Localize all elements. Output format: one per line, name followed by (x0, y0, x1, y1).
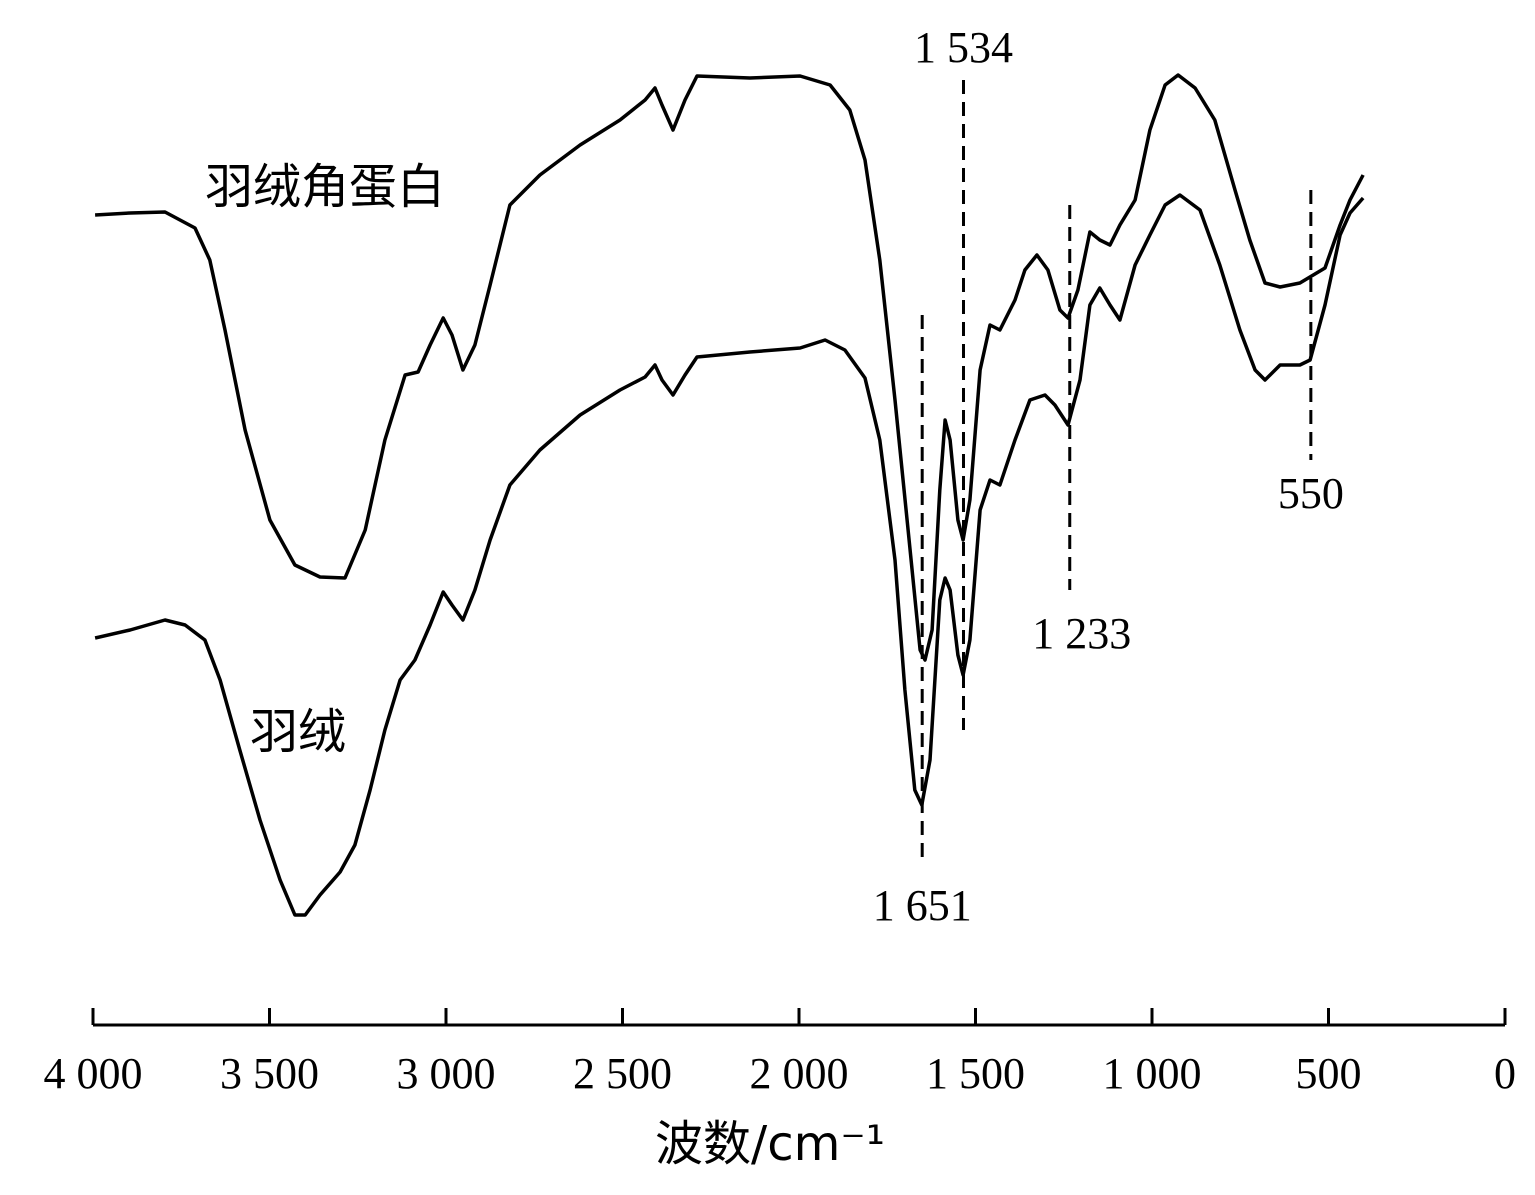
peak-label: 1 651 (873, 881, 972, 930)
series-label: 羽绒角蛋白 (205, 159, 445, 215)
peak-label: 550 (1278, 469, 1344, 518)
x-axis-label: 波数/cm⁻¹ (655, 1116, 885, 1172)
x-tick-label: 1 000 (1103, 1049, 1202, 1098)
series-label: 羽绒 (250, 704, 346, 760)
x-tick-label: 3 500 (220, 1049, 319, 1098)
x-tick-label: 3 000 (397, 1049, 496, 1098)
peak-label: 1 233 (1032, 609, 1131, 658)
x-tick-label: 500 (1296, 1049, 1362, 1098)
x-tick-label: 2 000 (750, 1049, 849, 1098)
x-tick-label: 1 500 (926, 1049, 1025, 1098)
x-tick-label: 2 500 (573, 1049, 672, 1098)
x-tick-label: 4 000 (44, 1049, 143, 1098)
spectrum-line (95, 73, 1365, 662)
peak-label: 1 534 (914, 23, 1013, 72)
spectrum-line (94, 193, 1365, 917)
x-tick-label: 0 (1494, 1049, 1516, 1098)
